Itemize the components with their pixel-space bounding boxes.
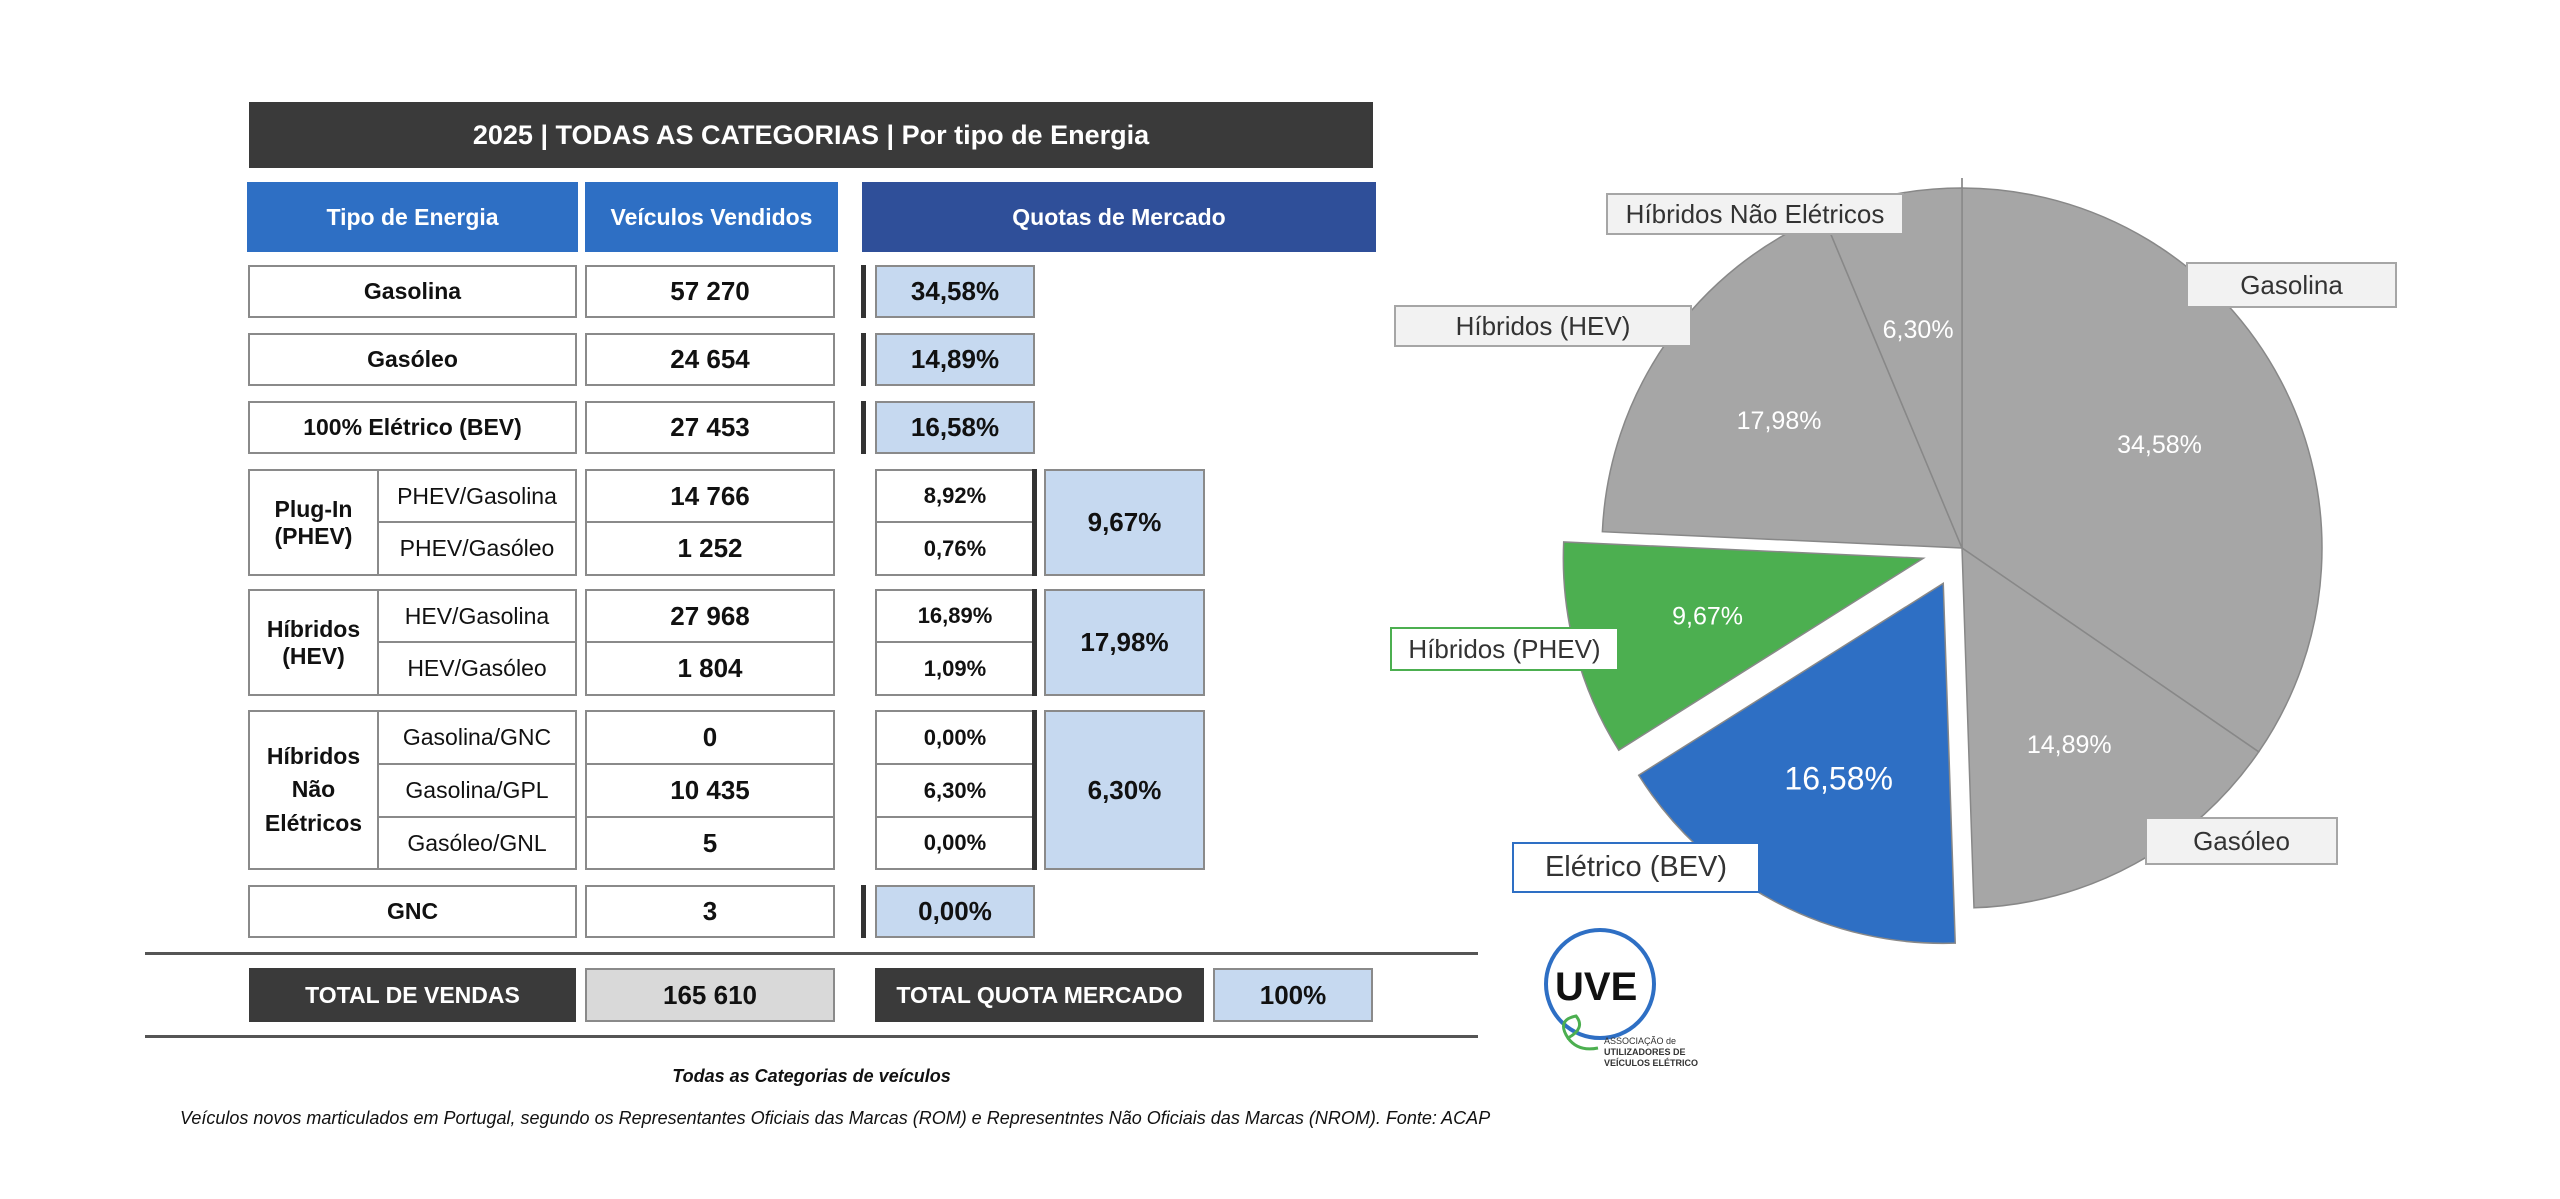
sub-sold: 1 252 bbox=[585, 521, 835, 576]
caption: Todas as Categorias de veículos bbox=[672, 1066, 951, 1086]
row-sold-bev: 27 453 bbox=[585, 401, 835, 454]
row-label-gasolina: Gasolina bbox=[248, 265, 577, 318]
total-sales-value: 165 610 bbox=[585, 968, 835, 1022]
pie-label-hne: Híbridos Não Elétricos bbox=[1606, 193, 1904, 235]
pie-label-gasolina: Gasolina bbox=[2186, 262, 2397, 308]
sub-sold: 27 968 bbox=[585, 589, 835, 643]
pie-data-label: 34,58% bbox=[2117, 431, 2202, 459]
sub-label: HEV/Gasolina bbox=[377, 589, 577, 643]
pie-label-hev: Híbridos (HEV) bbox=[1394, 305, 1692, 347]
svg-text:UVE: UVE bbox=[1555, 965, 1637, 1009]
row-separator bbox=[1032, 589, 1037, 696]
pie-data-label: 14,89% bbox=[2027, 731, 2112, 759]
row-sold-gasoleo: 24 654 bbox=[585, 333, 835, 386]
sub-sold: 14 766 bbox=[585, 469, 835, 523]
row-separator bbox=[1032, 710, 1037, 870]
row-label-bev: 100% Elétrico (BEV) bbox=[248, 401, 577, 454]
pie-label-gasoleo: Gasóleo bbox=[2145, 817, 2338, 865]
sub-share: 1,09% bbox=[875, 641, 1035, 696]
group-share-hne: 6,30% bbox=[1044, 710, 1205, 870]
svg-text:VEÍCULOS ELÉTRICOS: VEÍCULOS ELÉTRICOS bbox=[1604, 1058, 1698, 1068]
sub-share: 6,30% bbox=[875, 763, 1035, 818]
row-separator bbox=[861, 333, 866, 386]
row-sold-gasolina: 57 270 bbox=[585, 265, 835, 318]
header-energy-type: Tipo de Energia bbox=[247, 182, 578, 252]
sub-share: 0,76% bbox=[875, 521, 1035, 576]
svg-text:UTILIZADORES DE: UTILIZADORES DE bbox=[1604, 1047, 1686, 1057]
row-share-gasoleo: 14,89% bbox=[875, 333, 1035, 386]
uve-logo: UVE ASSOCIAÇÃO de UTILIZADORES DE VEÍCUL… bbox=[1538, 928, 1704, 1078]
total-share-label: TOTAL QUOTA MERCADO bbox=[875, 968, 1204, 1022]
sub-label: Gasolina/GPL bbox=[377, 763, 577, 818]
group-label-phev: Plug-In (PHEV) bbox=[248, 469, 379, 576]
group-share-hev: 17,98% bbox=[1044, 589, 1205, 696]
sub-share: 8,92% bbox=[875, 469, 1035, 523]
sub-sold: 10 435 bbox=[585, 763, 835, 818]
row-separator bbox=[861, 885, 866, 938]
sub-share: 0,00% bbox=[875, 710, 1035, 765]
group-label-hne: Híbridos Não Elétricos bbox=[248, 710, 379, 870]
row-sold-gnc: 3 bbox=[585, 885, 835, 938]
pie-slice bbox=[1961, 187, 2323, 753]
svg-text:ASSOCIAÇÃO de: ASSOCIAÇÃO de bbox=[1604, 1036, 1676, 1046]
sub-sold: 1 804 bbox=[585, 641, 835, 696]
total-share-value: 100% bbox=[1213, 968, 1373, 1022]
sub-label: Gasóleo/GNL bbox=[377, 816, 577, 870]
row-separator bbox=[861, 401, 866, 454]
sub-sold: 5 bbox=[585, 816, 835, 870]
table-title: 2025 | TODAS AS CATEGORIAS | Por tipo de… bbox=[249, 102, 1373, 168]
sub-label: PHEV/Gasolina bbox=[377, 469, 577, 523]
row-separator bbox=[861, 265, 866, 318]
pie-data-label: 17,98% bbox=[1737, 407, 1822, 435]
source-note: Veículos novos marticulados em Portugal,… bbox=[180, 1108, 1491, 1128]
header-market-share: Quotas de Mercado bbox=[862, 182, 1376, 252]
sub-label: Gasolina/GNC bbox=[377, 710, 577, 765]
divider bbox=[145, 1035, 1478, 1038]
uve-logo-icon: UVE ASSOCIAÇÃO de UTILIZADORES DE VEÍCUL… bbox=[1544, 928, 1704, 1068]
row-label-gnc: GNC bbox=[248, 885, 577, 938]
pie-label-phev: Híbridos (PHEV) bbox=[1390, 627, 1619, 671]
sub-share: 0,00% bbox=[875, 816, 1035, 870]
sub-label: PHEV/Gasóleo bbox=[377, 521, 577, 576]
pie-data-label: 16,58% bbox=[1784, 761, 1893, 797]
row-share-bev: 16,58% bbox=[875, 401, 1035, 454]
group-share-phev: 9,67% bbox=[1044, 469, 1205, 576]
row-share-gnc: 0,00% bbox=[875, 885, 1035, 938]
row-share-gasolina: 34,58% bbox=[875, 265, 1035, 318]
sub-label: HEV/Gasóleo bbox=[377, 641, 577, 696]
sub-share: 16,89% bbox=[875, 589, 1035, 643]
header-vehicles-sold: Veículos Vendidos bbox=[585, 182, 838, 252]
pie-data-label: 6,30% bbox=[1883, 316, 1954, 344]
row-separator bbox=[1032, 469, 1037, 576]
pie-label-bev: Elétrico (BEV) bbox=[1512, 842, 1760, 893]
sub-sold: 0 bbox=[585, 710, 835, 765]
row-label-gasoleo: Gasóleo bbox=[248, 333, 577, 386]
group-label-hev: Híbridos (HEV) bbox=[248, 589, 379, 696]
pie-data-label: 9,67% bbox=[1672, 602, 1743, 630]
total-sales-label: TOTAL DE VENDAS bbox=[249, 968, 576, 1022]
divider bbox=[145, 952, 1478, 955]
